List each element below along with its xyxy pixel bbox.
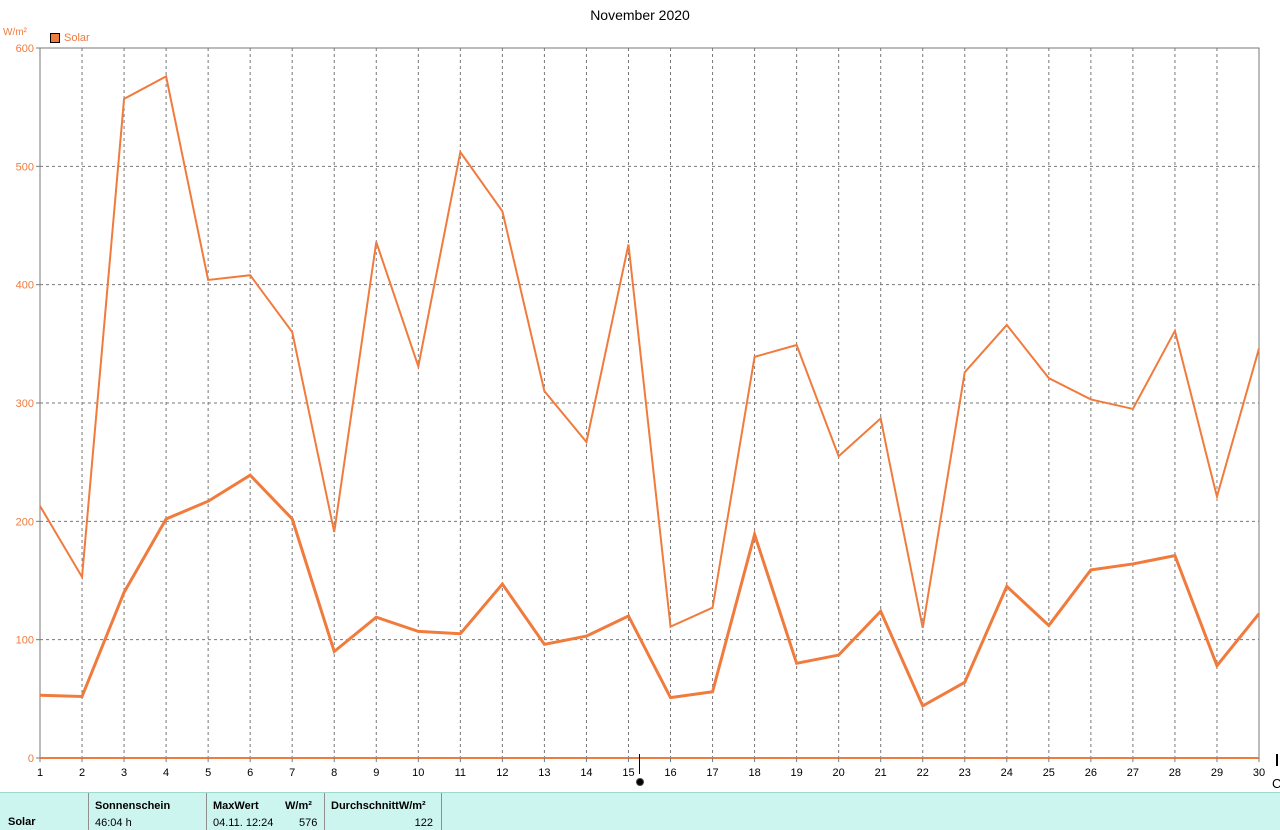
summary-bar: Solar Sonnenschein 46:04 h MaxWert W/m² … bbox=[0, 792, 1280, 830]
summary-average-heading: DurchschnittW/m² bbox=[331, 800, 426, 812]
x-tick-label-28: 28 bbox=[1169, 767, 1181, 779]
x-tick-label-10: 10 bbox=[412, 767, 424, 779]
x-tick-label-5: 5 bbox=[205, 767, 211, 779]
x-tick-label-11: 11 bbox=[455, 767, 466, 779]
y-tick-label-0: 0 bbox=[28, 753, 34, 765]
summary-max-unit: W/m² bbox=[285, 800, 312, 812]
summary-average-value: 122 bbox=[415, 817, 433, 829]
summary-max-value: 576 bbox=[299, 817, 317, 829]
series-line-max bbox=[40, 76, 1259, 627]
x-tick-label-4: 4 bbox=[163, 767, 169, 779]
x-tick-label-24: 24 bbox=[1001, 767, 1013, 779]
summary-sunshine-value: 46:04 h bbox=[95, 817, 132, 829]
y-tick-label-300: 300 bbox=[16, 398, 34, 410]
x-tick-label-1: 1 bbox=[37, 767, 43, 779]
summary-row-name: Solar bbox=[8, 816, 36, 828]
summary-column-max: MaxWert W/m² 04.11. 12:24 576 bbox=[206, 793, 324, 830]
x-tick-label-20: 20 bbox=[833, 767, 845, 779]
cursor-marker[interactable] bbox=[636, 778, 644, 786]
grid-layer bbox=[40, 48, 1259, 758]
edge-marker bbox=[1276, 754, 1278, 766]
summary-max-heading: MaxWert bbox=[213, 800, 259, 812]
y-tick-label-200: 200 bbox=[16, 516, 34, 528]
x-tick-label-29: 29 bbox=[1211, 767, 1223, 779]
x-tick-label-3: 3 bbox=[121, 767, 127, 779]
x-tick-label-15: 15 bbox=[622, 767, 634, 779]
x-tick-label-21: 21 bbox=[875, 767, 887, 779]
x-tick-label-8: 8 bbox=[331, 767, 337, 779]
x-tick-label-16: 16 bbox=[664, 767, 676, 779]
summary-max-datetime: 04.11. 12:24 bbox=[213, 817, 273, 829]
x-tick-label-9: 9 bbox=[373, 767, 379, 779]
x-tick-label-23: 23 bbox=[959, 767, 971, 779]
x-tick-label-18: 18 bbox=[748, 767, 760, 779]
series-line-average bbox=[40, 475, 1259, 706]
x-tick-label-19: 19 bbox=[790, 767, 802, 779]
x-tick-label-6: 6 bbox=[247, 767, 253, 779]
x-tick-label-7: 7 bbox=[289, 767, 295, 779]
summary-sunshine-heading: Sonnenschein bbox=[95, 800, 170, 812]
y-tick-label-500: 500 bbox=[16, 161, 34, 173]
x-tick-label-27: 27 bbox=[1127, 767, 1139, 779]
x-tick-label-30: 30 bbox=[1253, 767, 1265, 779]
y-tick-label-400: 400 bbox=[16, 280, 34, 292]
x-tick-label-22: 22 bbox=[917, 767, 929, 779]
x-tick-label-12: 12 bbox=[496, 767, 508, 779]
x-tick-label-25: 25 bbox=[1043, 767, 1055, 779]
cursor-tick bbox=[639, 754, 640, 774]
y-tick-label-100: 100 bbox=[16, 635, 34, 647]
edge-letter: C bbox=[1272, 776, 1280, 791]
summary-column-sunshine: Sonnenschein 46:04 h bbox=[88, 793, 206, 830]
series-layer bbox=[40, 76, 1259, 706]
x-tick-label-2: 2 bbox=[79, 767, 85, 779]
x-tick-label-17: 17 bbox=[706, 767, 718, 779]
x-tick-label-26: 26 bbox=[1085, 767, 1097, 779]
summary-column-average: DurchschnittW/m² 122 bbox=[324, 793, 442, 830]
y-tick-label-600: 600 bbox=[16, 43, 34, 55]
x-tick-label-14: 14 bbox=[580, 767, 592, 779]
x-tick-label-13: 13 bbox=[538, 767, 550, 779]
